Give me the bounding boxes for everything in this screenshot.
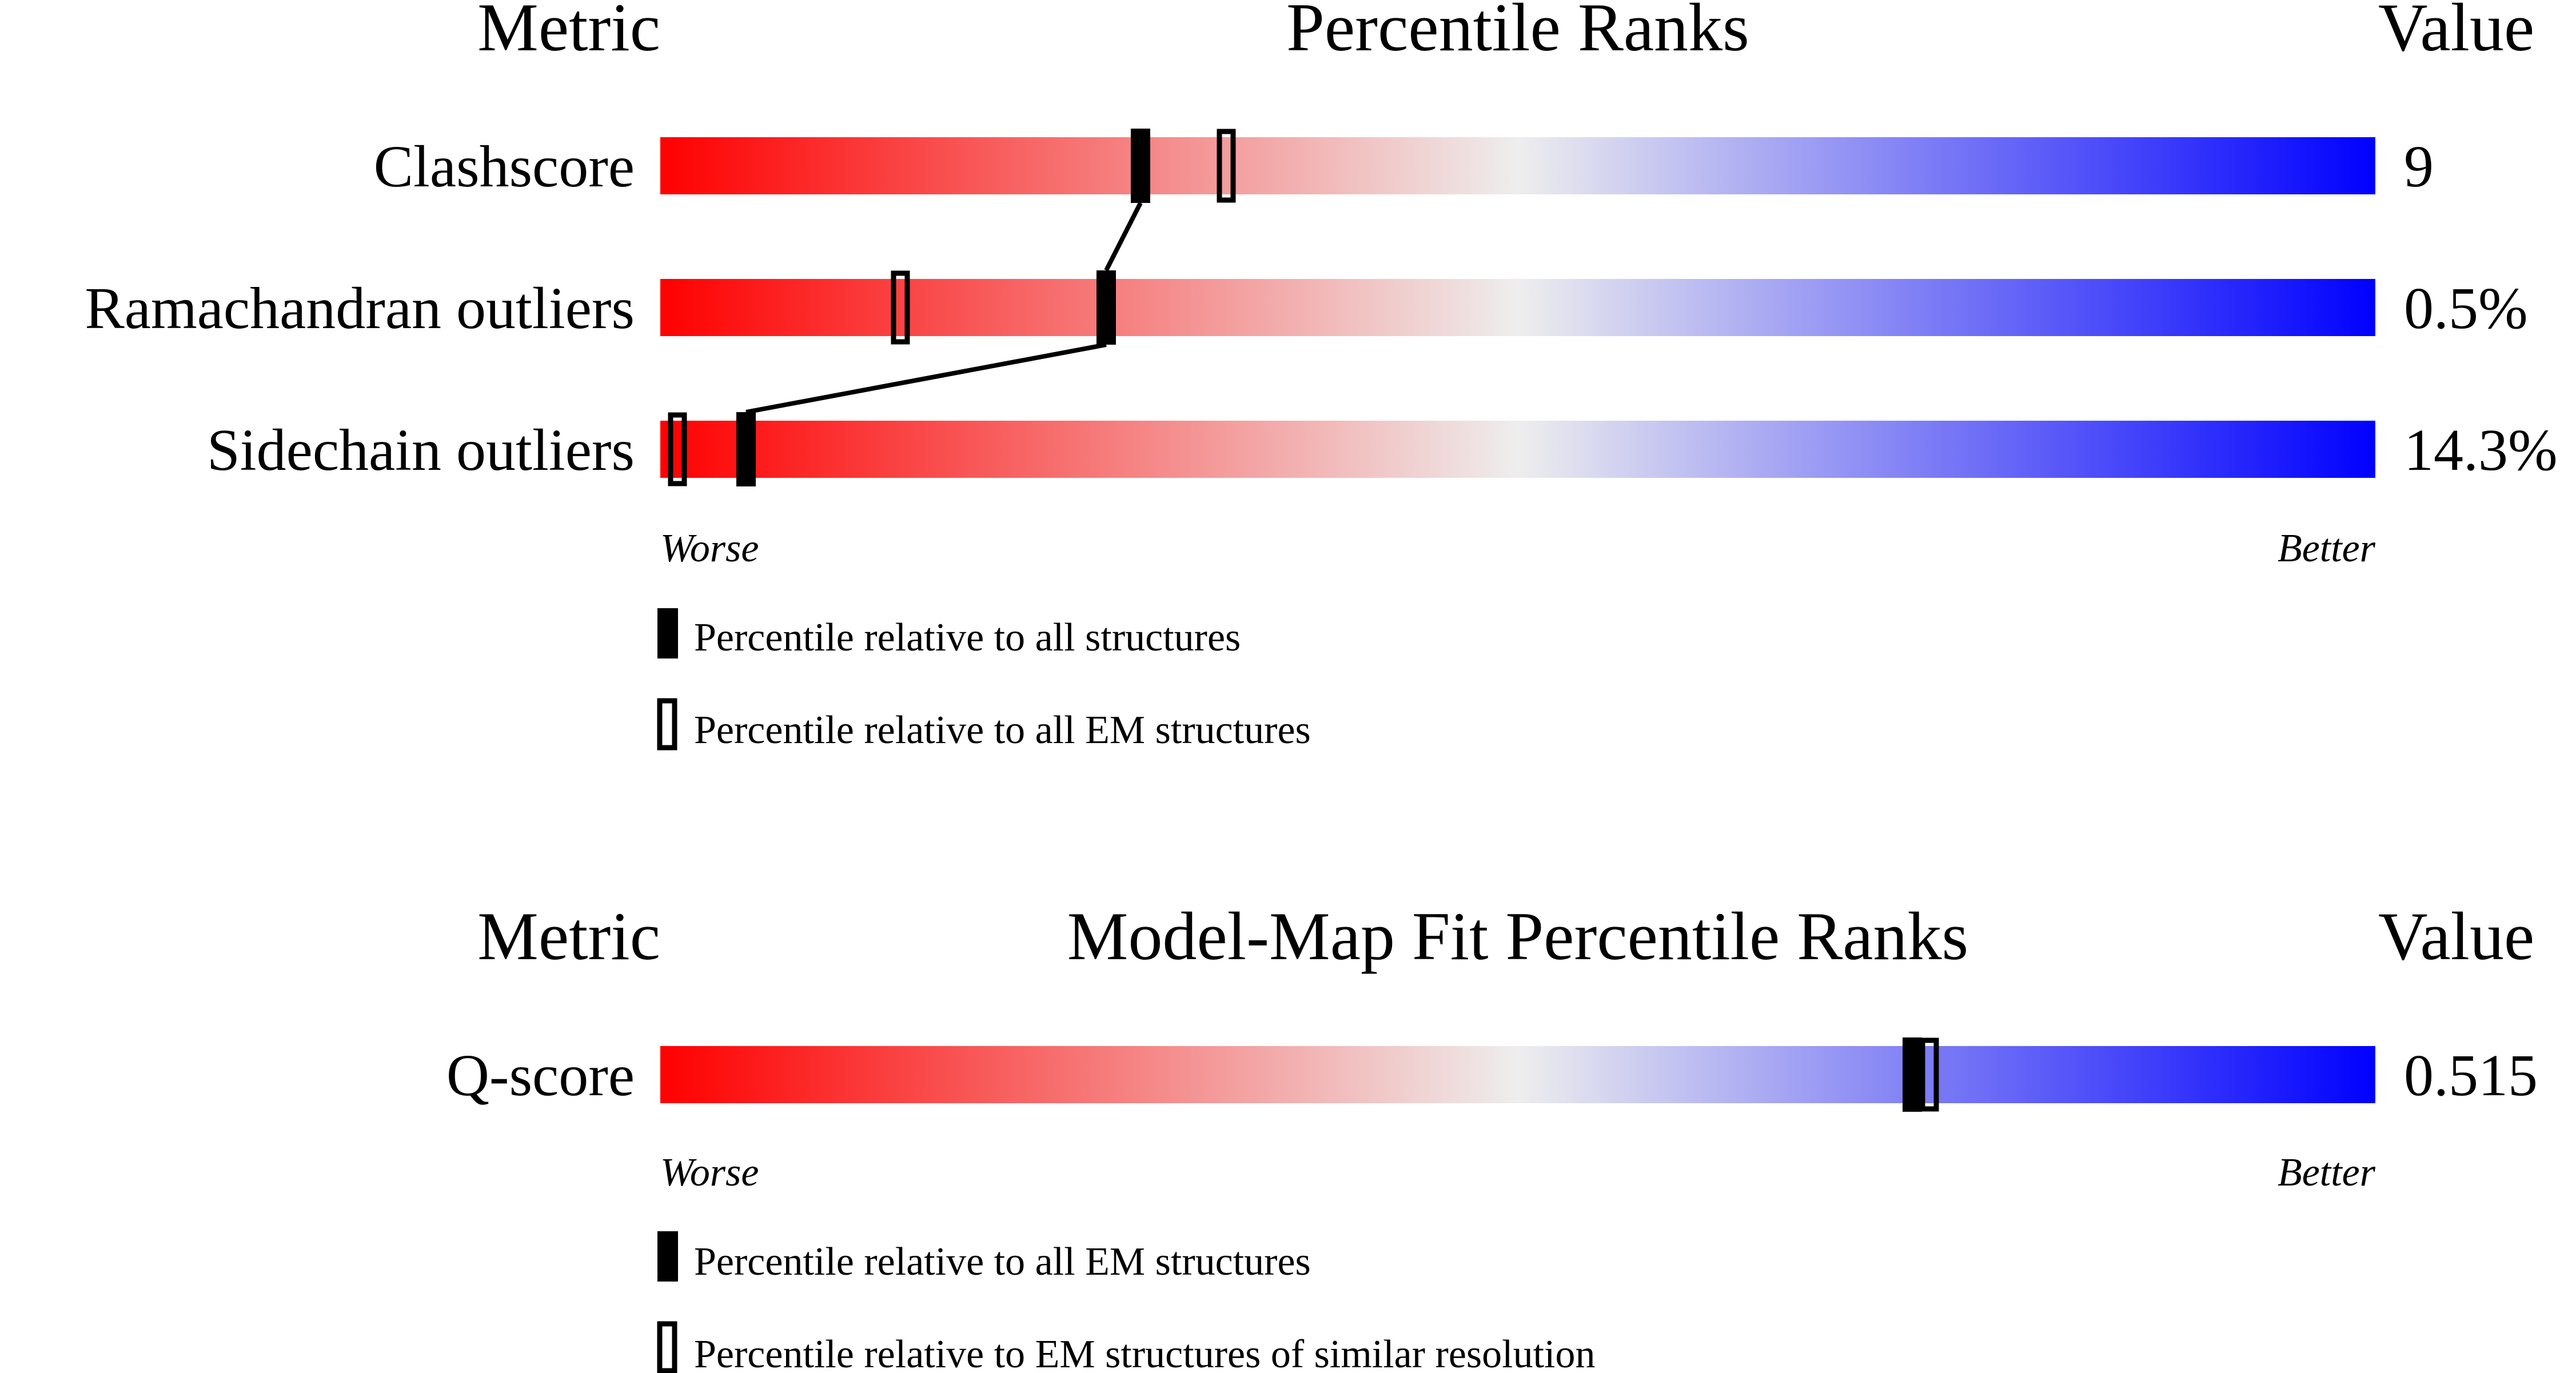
percentile-marker-all-clashscore	[1131, 129, 1150, 203]
percentile-bar-q-score	[660, 1046, 2375, 1103]
panel1-legend-label-em: Percentile relative to all EM structures	[694, 708, 1311, 752]
panel1-metrics: Clashscore 9 Ramachandran outliers 0.5% Side…	[85, 129, 2558, 486]
legend-open-marker	[657, 1321, 677, 1373]
panel1-worse-label: Worse	[660, 526, 759, 570]
percentile-marker-all-ramachandran-outliers	[1096, 270, 1116, 345]
metric-value-q-score: 0.515	[2404, 1043, 2538, 1108]
panel1-legend: Percentile relative to all structures Pe…	[657, 608, 1311, 752]
panel2-value-header: Value	[2378, 898, 2534, 974]
panel1-metric-header: Metric	[477, 0, 660, 65]
percentile-bar-ramachandran-outliers	[660, 279, 2375, 336]
panel2-worse-label: Worse	[660, 1151, 759, 1195]
panel2-legend: Percentile relative to all EM structures…	[657, 1231, 1596, 1373]
marker-connector-line	[745, 342, 1107, 414]
legend-filled-marker	[657, 608, 678, 658]
panel1-title: Percentile Ranks	[1286, 0, 1749, 65]
panel1-better-label: Better	[2278, 526, 2376, 570]
metric-value-sidechain-outliers: 14.3%	[2404, 417, 2558, 483]
marker-connector-line	[1104, 202, 1143, 272]
panel1-legend-label-all: Percentile relative to all structures	[694, 616, 1241, 660]
percentile-marker-all-q-score	[1903, 1037, 1922, 1112]
metric-label-q-score: Q-score	[446, 1043, 635, 1108]
panel2-better-label: Better	[2278, 1151, 2376, 1195]
percentile-marker-em-clashscore	[1217, 129, 1236, 203]
metric-value-ramachandran-outliers: 0.5%	[2404, 276, 2528, 341]
metric-label-sidechain-outliers: Sidechain outliers	[207, 417, 635, 483]
panel2-metrics: Q-score 0.515	[446, 1037, 2538, 1112]
panel2-metric-header: Metric	[477, 898, 660, 974]
panel1-value-header: Value	[2378, 0, 2534, 65]
percentile-marker-em-sidechain-outliers	[668, 412, 687, 486]
metric-label-clashscore: Clashscore	[374, 134, 635, 199]
panel2-title: Model-Map Fit Percentile Ranks	[1067, 898, 1968, 974]
percentile-marker-em-ramachandran-outliers	[891, 270, 910, 345]
metric-label-ramachandran-outliers: Ramachandran outliers	[85, 276, 635, 341]
legend-open-marker	[657, 698, 677, 751]
panel2-legend-label-similar-res: Percentile relative to EM structures of …	[694, 1332, 1596, 1373]
percentile-marker-all-sidechain-outliers	[736, 412, 756, 486]
legend-filled-marker	[657, 1231, 678, 1282]
percentile-bar-clashscore	[660, 137, 2375, 194]
percentile-bar-sidechain-outliers	[660, 421, 2375, 478]
percentile-marker-em-q-score	[1920, 1037, 1939, 1112]
metric-value-clashscore: 9	[2404, 134, 2434, 199]
panel2-legend-label-all-em: Percentile relative to all EM structures	[694, 1240, 1311, 1284]
